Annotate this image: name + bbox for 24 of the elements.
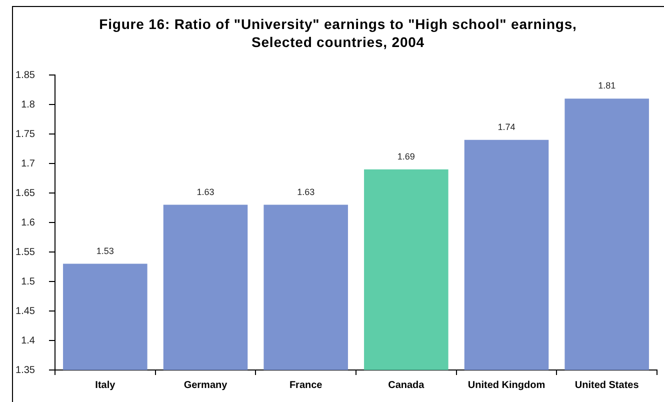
data-label: 1.53 <box>96 246 114 256</box>
chart-title: Figure 16: Ratio of "University" earnings to "High school" earnings, Selected countries, 2004 <box>98 15 578 51</box>
y-tick-label: 1.75 <box>16 128 36 140</box>
x-tick-label: United Kingdom <box>468 380 546 391</box>
y-tick-label: 1.85 <box>16 70 36 81</box>
data-label: 1.74 <box>498 122 516 132</box>
y-tick-label: 1.8 <box>21 99 36 110</box>
y-tick-label: 1.35 <box>16 364 36 376</box>
y-tick-label: 1.45 <box>16 306 36 317</box>
x-tick-label: United States <box>574 380 640 391</box>
data-label: 1.69 <box>397 151 415 162</box>
x-tick-label: Germany <box>184 380 228 391</box>
data-label: 1.63 <box>196 186 214 197</box>
x-tick-label: France <box>289 380 323 391</box>
y-tick-label: 1.7 <box>21 158 36 170</box>
y-tick-label: 1.55 <box>16 246 36 258</box>
y-tick-label: 1.65 <box>16 188 36 199</box>
data-label: 1.81 <box>598 80 616 91</box>
y-tick-label: 1.6 <box>21 217 36 228</box>
y-tick-label: 1.4 <box>21 335 36 346</box>
x-tick-label: Italy <box>95 380 116 391</box>
data-label: 1.63 <box>297 186 315 197</box>
y-tick-label: 1.5 <box>21 276 36 288</box>
x-tick-label: Canada <box>388 380 425 391</box>
